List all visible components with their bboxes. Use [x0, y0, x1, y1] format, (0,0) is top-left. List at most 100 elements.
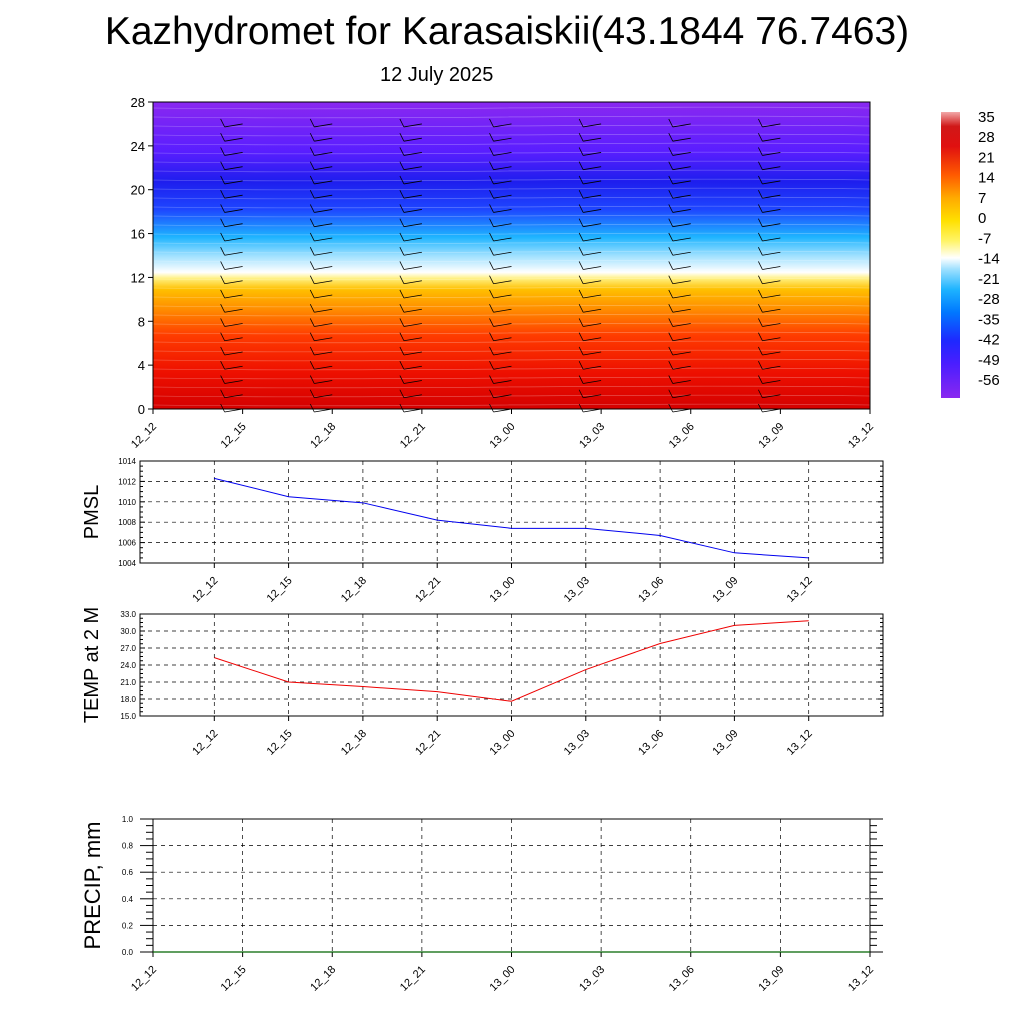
x-tick-label: 12_18	[308, 964, 338, 994]
heatmap-fill	[153, 102, 870, 409]
wind-barb	[668, 361, 674, 370]
wind-barb	[762, 394, 781, 399]
wind-barb	[224, 266, 243, 270]
wind-barb	[489, 261, 494, 270]
x-tick-label: 13_06	[636, 728, 666, 758]
wind-barb	[314, 251, 333, 256]
wind-barb	[309, 332, 315, 341]
wind-barb	[224, 280, 243, 285]
wind-barb	[583, 365, 602, 370]
wind-barb	[403, 237, 422, 242]
wind-barb	[399, 204, 405, 213]
wind-barb	[224, 337, 243, 342]
wind-barb	[314, 266, 333, 270]
wind-barb	[668, 232, 674, 242]
temp-series-line	[214, 620, 809, 702]
wind-barb	[309, 147, 315, 156]
colorbar-label: -21	[978, 271, 1000, 288]
x-tick-label: 12_21	[398, 964, 428, 994]
wind-barb	[314, 337, 333, 342]
contour-line	[152, 124, 871, 128]
wind-barb	[762, 123, 781, 128]
wind-barb	[314, 137, 333, 142]
wind-barb	[220, 232, 225, 242]
wind-barb	[224, 308, 243, 313]
y-tick-label: 18.0	[120, 695, 136, 704]
colorbar-label: -42	[978, 332, 1000, 349]
wind-barb	[758, 218, 763, 227]
wind-barb	[224, 209, 243, 213]
y-tick-label: 24.0	[120, 661, 136, 670]
wind-barb	[762, 351, 781, 356]
wind-barb	[220, 261, 225, 270]
pmsl-series-line	[214, 477, 809, 559]
colorbar	[941, 112, 960, 398]
contour-line	[152, 295, 871, 299]
wind-barb	[758, 232, 763, 242]
wind-barb	[399, 175, 405, 185]
wind-barb	[493, 209, 512, 213]
x-tick-label: 13_06	[636, 575, 666, 605]
x-tick-label: 12_12	[129, 964, 159, 994]
x-tick-label: 13_12	[785, 728, 815, 758]
y-tick-label: 8	[138, 314, 145, 329]
y-tick-label: 1.0	[122, 815, 134, 824]
wind-barb	[578, 318, 584, 327]
wind-barb	[224, 365, 243, 370]
wind-barb	[758, 361, 763, 370]
wind-barb	[220, 247, 225, 256]
wind-barb	[578, 361, 584, 370]
wind-barb	[672, 294, 691, 299]
wind-barb	[668, 304, 674, 313]
x-tick-label: 12_12	[190, 575, 220, 605]
wind-barb	[489, 403, 494, 413]
contour-line	[152, 385, 871, 389]
wind-barb	[309, 261, 315, 270]
wind-barb	[224, 380, 243, 384]
y-tick-label: 0.2	[122, 921, 134, 930]
wind-barb	[668, 218, 674, 227]
wind-barb	[399, 147, 405, 156]
wind-barb	[403, 351, 422, 356]
wind-barb	[762, 308, 781, 313]
wind-barb	[758, 161, 763, 170]
wind-barb	[578, 375, 584, 384]
wind-barb	[672, 251, 691, 256]
wind-barb	[309, 389, 315, 398]
wind-barb	[762, 380, 781, 384]
wind-barb	[399, 247, 405, 256]
wind-barb	[668, 247, 674, 256]
colorbar-label: -28	[978, 291, 1000, 308]
wind-barb	[309, 190, 315, 199]
wind-barb	[399, 361, 405, 370]
wind-barb	[489, 147, 494, 156]
axis-label: PRECIP, mm	[80, 822, 105, 950]
wind-barb	[399, 318, 405, 327]
x-tick-label: 12_15	[219, 964, 249, 994]
wind-barb	[583, 223, 602, 228]
y-tick-label: 0.4	[122, 895, 134, 904]
wind-barb	[583, 180, 602, 185]
wind-barb	[403, 223, 422, 228]
wind-barb	[493, 123, 512, 128]
wind-barb	[672, 380, 691, 384]
wind-barb	[493, 365, 512, 370]
wind-barb	[493, 266, 512, 270]
wind-barb	[220, 403, 225, 413]
wind-barb	[493, 237, 512, 242]
x-tick-label: 13_12	[846, 421, 876, 451]
wind-barb	[578, 175, 584, 185]
y-tick-label: 1014	[118, 457, 136, 466]
wind-barb	[399, 403, 405, 413]
wind-barb	[672, 337, 691, 342]
x-tick-label: 12_18	[339, 575, 369, 605]
wind-barb	[578, 247, 584, 256]
contour-line	[152, 169, 871, 173]
x-tick-label: 12_18	[339, 728, 369, 758]
wind-barb	[399, 118, 405, 128]
wind-barb	[493, 351, 512, 356]
wind-barb	[489, 304, 494, 313]
wind-barb	[220, 375, 225, 384]
wind-barb	[762, 280, 781, 285]
wind-barb	[762, 194, 781, 199]
